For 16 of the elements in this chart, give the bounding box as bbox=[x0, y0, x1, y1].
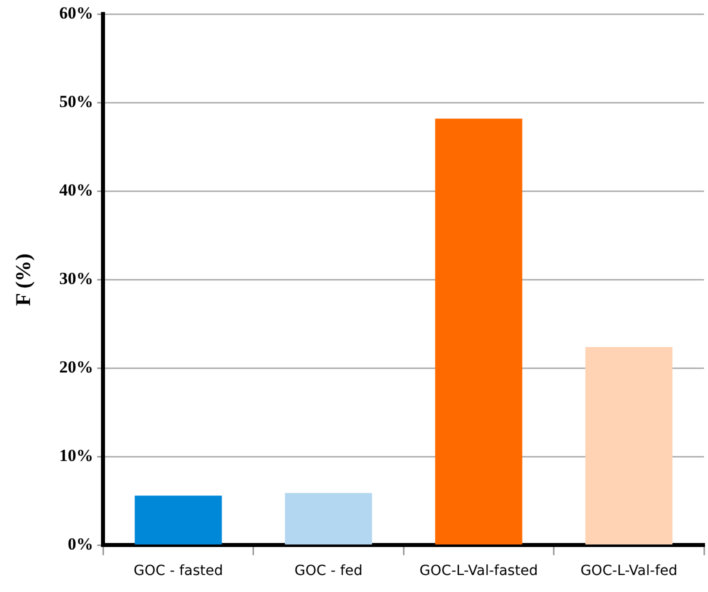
x-tick-label: GOC - fasted bbox=[134, 563, 223, 580]
bar bbox=[435, 118, 522, 544]
x-tick-label: GOC-L-Val-fed bbox=[580, 563, 678, 580]
y-tick-label: 30% bbox=[59, 269, 94, 288]
y-tick-label: 50% bbox=[59, 92, 94, 112]
bar bbox=[134, 496, 222, 544]
y-tick-label: 0% bbox=[68, 534, 94, 554]
y-tick-label: 60% bbox=[59, 4, 94, 23]
y-tick-label: 10% bbox=[59, 446, 94, 466]
bar bbox=[284, 492, 372, 544]
bar bbox=[585, 346, 672, 544]
y-tick-label: 20% bbox=[59, 358, 94, 377]
y-tick-label: 40% bbox=[59, 180, 94, 200]
x-tick-label: GOC-L-Val-fasted bbox=[420, 563, 538, 580]
y-axis-title: F (%) bbox=[11, 254, 36, 306]
x-tick-label: GOC - fed bbox=[294, 563, 363, 580]
